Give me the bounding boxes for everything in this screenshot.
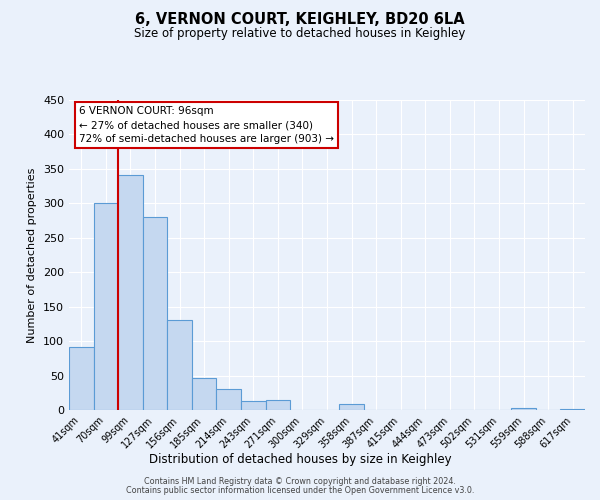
Bar — [511, 408, 536, 410]
Text: 6 VERNON COURT: 96sqm
← 27% of detached houses are smaller (340)
72% of semi-det: 6 VERNON COURT: 96sqm ← 27% of detached … — [79, 106, 334, 144]
Text: Contains HM Land Registry data © Crown copyright and database right 2024.: Contains HM Land Registry data © Crown c… — [144, 477, 456, 486]
Y-axis label: Number of detached properties: Number of detached properties — [28, 168, 37, 342]
Bar — [192, 378, 217, 410]
Bar — [94, 202, 118, 410]
Bar — [143, 217, 167, 410]
Text: Distribution of detached houses by size in Keighley: Distribution of detached houses by size … — [149, 452, 451, 466]
Bar — [241, 401, 266, 410]
Bar — [339, 404, 364, 410]
Bar — [167, 320, 192, 410]
Bar — [266, 400, 290, 410]
Bar — [560, 408, 585, 410]
Text: 6, VERNON COURT, KEIGHLEY, BD20 6LA: 6, VERNON COURT, KEIGHLEY, BD20 6LA — [135, 12, 465, 28]
Text: Contains public sector information licensed under the Open Government Licence v3: Contains public sector information licen… — [126, 486, 474, 495]
Text: Size of property relative to detached houses in Keighley: Size of property relative to detached ho… — [134, 28, 466, 40]
Bar — [118, 175, 143, 410]
Bar — [69, 346, 94, 410]
Bar — [217, 390, 241, 410]
